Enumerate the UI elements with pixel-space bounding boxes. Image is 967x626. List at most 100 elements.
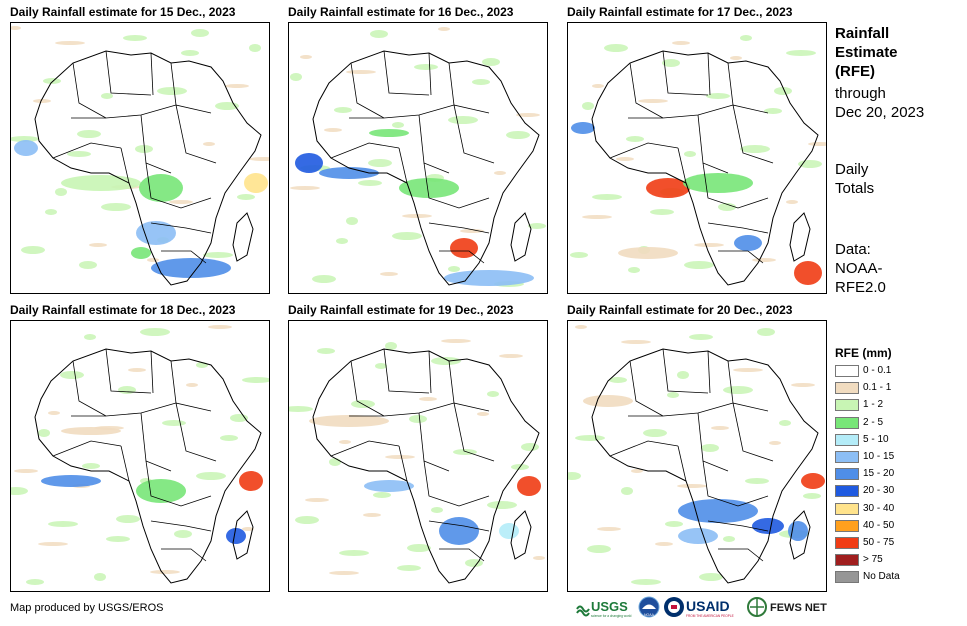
country-border xyxy=(423,460,490,507)
legend-label: 1 - 2 xyxy=(863,399,884,411)
usaid-tagline: FROM THE AMERICAN PEOPLE xyxy=(686,614,734,618)
rainfall-area xyxy=(397,565,421,571)
africa-coastline xyxy=(591,50,819,286)
rainfall-area xyxy=(312,275,336,283)
rainfall-area xyxy=(169,200,193,204)
rainfall-area xyxy=(733,368,763,372)
africa-coastline xyxy=(34,348,262,584)
rainfall-map xyxy=(10,22,270,294)
panel-title: Daily Rainfall estimate for 16 Dec., 202… xyxy=(288,5,514,19)
usgs-tagline: science for a changing world xyxy=(591,614,632,618)
rainfall-area xyxy=(521,443,539,451)
rainfall-area xyxy=(730,56,742,60)
rainfall-area xyxy=(677,371,689,379)
country-border xyxy=(448,360,490,412)
country-border xyxy=(428,52,432,96)
rainfall-area xyxy=(226,528,246,544)
rainfall-area xyxy=(242,527,254,531)
rainfall-area xyxy=(300,55,312,59)
country-border xyxy=(330,440,400,457)
country-border xyxy=(72,360,107,417)
rainfall-area xyxy=(220,435,238,441)
rainfall-area xyxy=(678,528,718,544)
rainfall-map xyxy=(567,320,827,592)
rainfall-area xyxy=(618,247,678,259)
africa-coastline xyxy=(312,50,540,286)
rainfall-area xyxy=(373,492,391,498)
rainfall-map xyxy=(288,320,548,592)
rainfall-area xyxy=(61,427,121,435)
country-border xyxy=(150,52,154,96)
country-border xyxy=(423,162,490,209)
rainfall-area xyxy=(239,471,263,491)
country-border xyxy=(439,548,485,562)
rainfall-area xyxy=(346,70,376,74)
country-border xyxy=(150,350,154,394)
country-border xyxy=(383,348,430,394)
rainfall-area xyxy=(482,58,500,66)
rainfall-area xyxy=(77,130,101,138)
rainfall-area xyxy=(368,159,392,167)
rainfall-area xyxy=(786,50,816,56)
legend-label: 0.1 - 1 xyxy=(863,382,892,394)
legend-swatch xyxy=(835,571,859,584)
rainfall-area xyxy=(684,151,696,157)
country-border xyxy=(629,360,664,417)
rainfall-area xyxy=(570,252,588,258)
rainfall-area xyxy=(472,79,490,85)
legend-swatch xyxy=(835,365,859,377)
legend-label: 20 - 30 xyxy=(863,485,895,497)
rainfall-area xyxy=(305,498,329,502)
rainfall-area xyxy=(740,145,770,153)
rainfall-area xyxy=(385,342,397,350)
country-border xyxy=(732,104,774,164)
totals-line: Totals xyxy=(835,180,875,197)
rainfall-area xyxy=(638,99,668,103)
rainfall-area xyxy=(290,73,302,81)
rainfall-area xyxy=(358,180,382,186)
rainfall-area xyxy=(431,507,443,513)
rainfall-area xyxy=(662,59,680,67)
rainfall-area xyxy=(723,536,735,542)
rainfall-area xyxy=(769,441,781,445)
rainfall-area xyxy=(701,444,719,452)
country-border xyxy=(120,147,130,184)
legend-swatch xyxy=(835,554,859,567)
data-line: NOAA- xyxy=(835,260,883,277)
country-border xyxy=(609,440,679,457)
data-line: RFE2.0 xyxy=(835,279,886,296)
rainfall-area xyxy=(295,153,323,173)
country-border xyxy=(718,548,764,562)
country-border xyxy=(707,350,711,394)
rainfall-area xyxy=(84,334,96,340)
legend-label: 10 - 15 xyxy=(863,451,895,462)
rainfall-area xyxy=(380,272,398,276)
country-border xyxy=(707,52,711,96)
rainfall-area xyxy=(55,41,85,45)
legend-swatch xyxy=(835,519,859,532)
rainfall-area xyxy=(517,476,541,496)
country-border xyxy=(161,548,207,562)
rainfall-area xyxy=(131,247,151,259)
usaid-logo: USAID FROM THE AMERICAN PEOPLE xyxy=(664,596,744,618)
country-border xyxy=(175,104,217,164)
country-border xyxy=(732,402,774,462)
rainfall-area xyxy=(370,30,388,38)
country-border xyxy=(662,348,709,394)
legend-swatch xyxy=(835,451,859,463)
africa-coastline xyxy=(34,50,262,286)
rainfall-area xyxy=(208,325,232,329)
madagascar-outline xyxy=(789,212,811,262)
legend-swatch xyxy=(835,433,859,446)
rainfall-area xyxy=(678,499,758,523)
rainfall-area xyxy=(392,122,404,128)
rainfall-area xyxy=(181,50,199,56)
rainfall-area xyxy=(533,556,545,560)
rainfall-area xyxy=(723,386,753,394)
rainfall-area xyxy=(587,545,611,553)
rainfall-map xyxy=(10,320,270,592)
country-border xyxy=(439,250,485,264)
rainfall-area xyxy=(575,325,587,329)
rainfall-area xyxy=(419,397,437,401)
rainfall-area xyxy=(414,64,438,70)
